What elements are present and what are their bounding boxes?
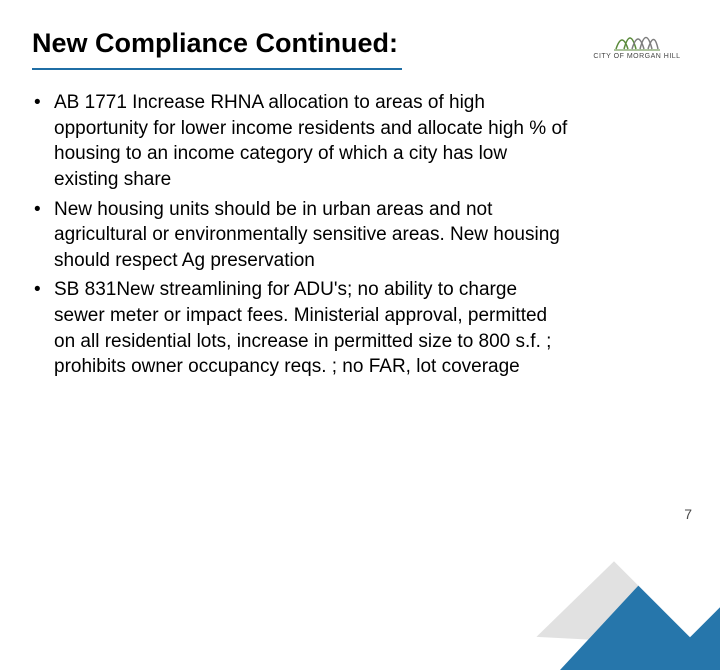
list-item: AB 1771 Increase RHNA allocation to area… bbox=[28, 90, 568, 193]
list-item: New housing units should be in urban are… bbox=[28, 197, 568, 274]
slide-title: New Compliance Continued: bbox=[32, 28, 398, 59]
logo-mark-icon bbox=[614, 25, 660, 51]
title-underline bbox=[32, 68, 402, 70]
city-logo: CITY OF MORGAN HILL bbox=[582, 20, 692, 64]
page-number: 7 bbox=[684, 506, 692, 522]
slide: New Compliance Continued: CITY OF MORGAN… bbox=[0, 0, 720, 540]
list-item: SB 831New streamlining for ADU's; no abi… bbox=[28, 277, 568, 380]
bullet-list: AB 1771 Increase RHNA allocation to area… bbox=[28, 90, 568, 384]
logo-text: CITY OF MORGAN HILL bbox=[593, 53, 680, 60]
